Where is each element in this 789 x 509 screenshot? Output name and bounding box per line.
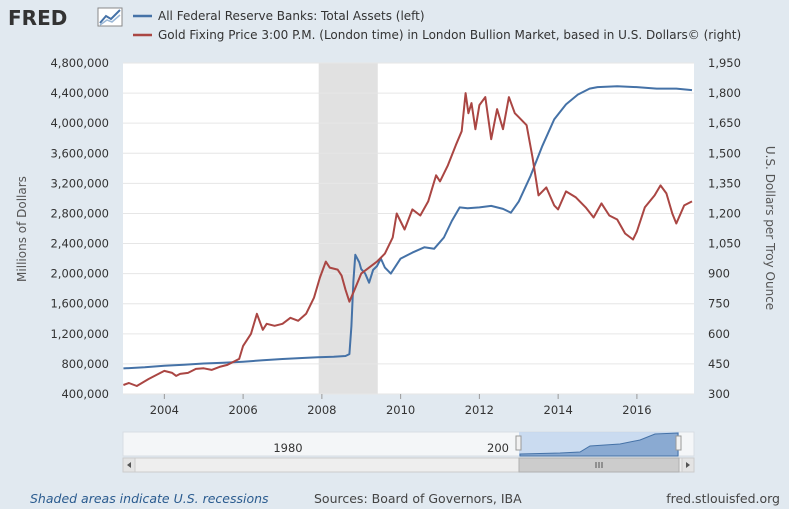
y-right-tick-label: 1,950: [708, 56, 741, 70]
y-left-tick-label: 4,400,000: [50, 86, 109, 100]
navigator-label-200: 200: [487, 441, 509, 455]
navigator-handle-left[interactable]: [515, 435, 522, 451]
y-axis-right-title: U.S. Dollars per Troy Ounce: [763, 146, 777, 310]
y-left-tick-label: 3,200,000: [50, 176, 109, 190]
chart-logo-icon: [97, 7, 123, 27]
y-right-tick-label: 600: [708, 327, 730, 341]
x-tick-label: 2008: [307, 403, 336, 417]
y-right-tick-label: 300: [708, 387, 730, 401]
y-left-tick-label: 2,800,000: [50, 206, 109, 220]
legend: All Federal Reserve Banks: Total Assets …: [133, 9, 741, 42]
y-right-tick-label: 450: [708, 357, 730, 371]
x-tick-label: 2006: [228, 403, 257, 417]
navigator-handle-right[interactable]: [675, 435, 682, 451]
sources-text: Sources: Board of Governors, IBA: [314, 491, 522, 506]
y-axis-left-title: Millions of Dollars: [15, 176, 29, 282]
y-left-tick-label: 400,000: [61, 387, 109, 401]
x-axis: 2004 2006 2008 2010 2012 2014 2016: [150, 394, 652, 417]
y-right-tick-label: 900: [708, 267, 730, 281]
x-tick-label: 2016: [622, 403, 651, 417]
recession-band-0: [318, 63, 378, 394]
scrollbar-grip-icon: [595, 462, 603, 468]
total-assets-line: [123, 85, 693, 370]
y-left-tick-label: 2,400,000: [50, 237, 109, 251]
arrow-left-icon: [127, 462, 131, 468]
y-left-tick-label: 800,000: [61, 357, 109, 371]
y-right-tick-label: 1,050: [708, 237, 741, 251]
recessions-note: Shaded areas indicate U.S. recessions: [30, 491, 269, 506]
fred-logo[interactable]: FRED: [8, 6, 123, 30]
y-right-tick-label: 1,200: [708, 206, 741, 220]
y-left-tick-label: 2,000,000: [50, 267, 109, 281]
scrollbar[interactable]: [122, 457, 695, 473]
navigator[interactable]: 1980 200: [122, 431, 695, 457]
fred-logo-text: FRED: [8, 6, 67, 30]
x-tick-label: 2010: [386, 403, 415, 417]
x-tick-label: 2004: [150, 403, 179, 417]
y-axis-right: 1,950 1,800 1,650 1,500 1,350 1,200 1,050 900 75…: [708, 56, 741, 401]
navigator-label-1980: 1980: [273, 441, 302, 455]
recession-shading: [318, 63, 378, 394]
gold-price-line: [123, 92, 693, 387]
y-right-tick-label: 1,650: [708, 116, 741, 130]
navigator-series-preview: [519, 432, 679, 457]
y-right-tick-label: 1,500: [708, 146, 741, 160]
legend-label-total-assets: All Federal Reserve Banks: Total Assets …: [158, 9, 425, 23]
y-left-tick-label: 3,600,000: [50, 146, 109, 160]
y-left-tick-label: 1,600,000: [50, 297, 109, 311]
plot-area: [123, 63, 694, 394]
legend-label-gold-price: Gold Fixing Price 3:00 P.M. (London time…: [158, 28, 741, 42]
grid: [123, 62, 694, 395]
arrow-right-icon: [686, 462, 690, 468]
footer: Shaded areas indicate U.S. recessions So…: [30, 491, 780, 506]
fred-site-link[interactable]: fred.stlouisfed.org: [666, 491, 780, 506]
y-left-tick-label: 1,200,000: [50, 327, 109, 341]
y-axis-left: 4,800,000 4,400,000 4,000,000 3,600,000 3,20…: [50, 56, 109, 401]
y-right-tick-label: 750: [708, 297, 730, 311]
y-left-tick-label: 4,800,000: [50, 56, 109, 70]
y-left-tick-label: 4,000,000: [50, 116, 109, 130]
series-lines: [123, 85, 693, 387]
y-right-tick-label: 1,800: [708, 86, 741, 100]
x-tick-label: 2012: [465, 403, 494, 417]
x-tick-label: 2014: [544, 403, 573, 417]
y-right-tick-label: 1,350: [708, 176, 741, 190]
